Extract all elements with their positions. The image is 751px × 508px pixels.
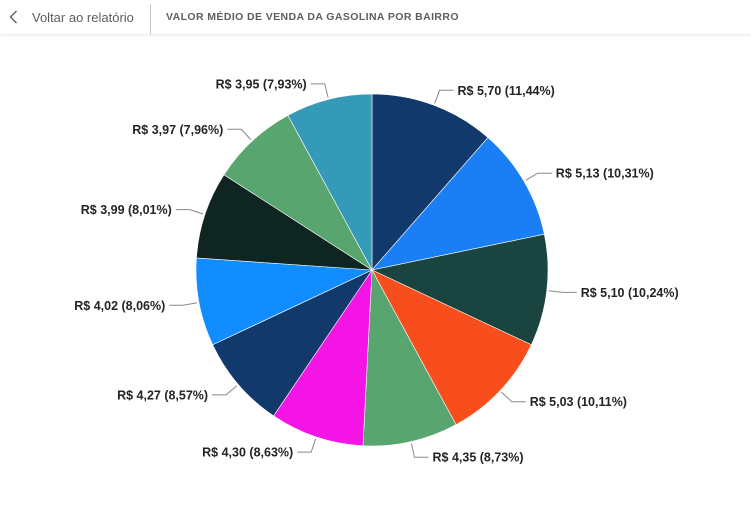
data-label-8: R$ 4,02 (8,06%): [74, 299, 165, 313]
data-label-2: R$ 5,13 (10,31%): [556, 167, 654, 181]
pie-slice-11[interactable]: [287, 93, 373, 271]
pie-slice-8[interactable]: [195, 257, 374, 346]
pie-slice-5[interactable]: [362, 268, 457, 447]
visual-title: VALOR MÉDIO DE VENDA DA GASOLINA POR BAI…: [166, 11, 459, 23]
header-divider: [150, 4, 151, 34]
pie-slice-1[interactable]: [371, 93, 489, 271]
data-label-11: R$ 3,95 (7,93%): [216, 77, 307, 91]
leader-line-5: [410, 443, 429, 458]
data-label-7: R$ 4,27 (8,57%): [117, 388, 208, 402]
data-label-10: R$ 3,97 (7,96%): [132, 123, 223, 137]
data-label-5: R$ 4,35 (8,73%): [433, 451, 524, 465]
pie-slice-3[interactable]: [371, 233, 549, 346]
pie-slice-4[interactable]: [371, 269, 532, 426]
data-label-9: R$ 3,99 (8,01%): [81, 203, 172, 217]
data-label-4: R$ 5,03 (10,11%): [530, 395, 627, 409]
data-label-3: R$ 5,10 (10,24%): [581, 286, 679, 300]
data-label-1: R$ 5,70 (11,44%): [458, 84, 555, 98]
report-header: Voltar ao relatório VALOR MÉDIO DE VENDA…: [0, 0, 751, 35]
leader-line-1: [434, 89, 454, 104]
back-to-report-button[interactable]: Voltar ao relatório: [6, 6, 134, 28]
leader-line-4: [501, 391, 526, 403]
leader-line-9: [175, 209, 204, 215]
leader-line-6: [297, 438, 317, 453]
pie-slice-9[interactable]: [196, 174, 373, 271]
back-button-label: Voltar ao relatório: [32, 9, 134, 25]
data-label-6: R$ 4,30 (8,63%): [202, 446, 293, 460]
leader-line-8: [169, 302, 198, 306]
leader-line-2: [525, 172, 552, 181]
pie-slice-2[interactable]: [371, 137, 545, 271]
leader-line-10: [227, 128, 252, 140]
leader-line-11: [310, 83, 329, 98]
leader-line-3: [548, 290, 577, 293]
pie-slice-7[interactable]: [212, 269, 373, 417]
leader-line-7: [212, 385, 238, 396]
pie-slice-6[interactable]: [273, 268, 373, 447]
chevron-left-icon: [9, 10, 17, 24]
